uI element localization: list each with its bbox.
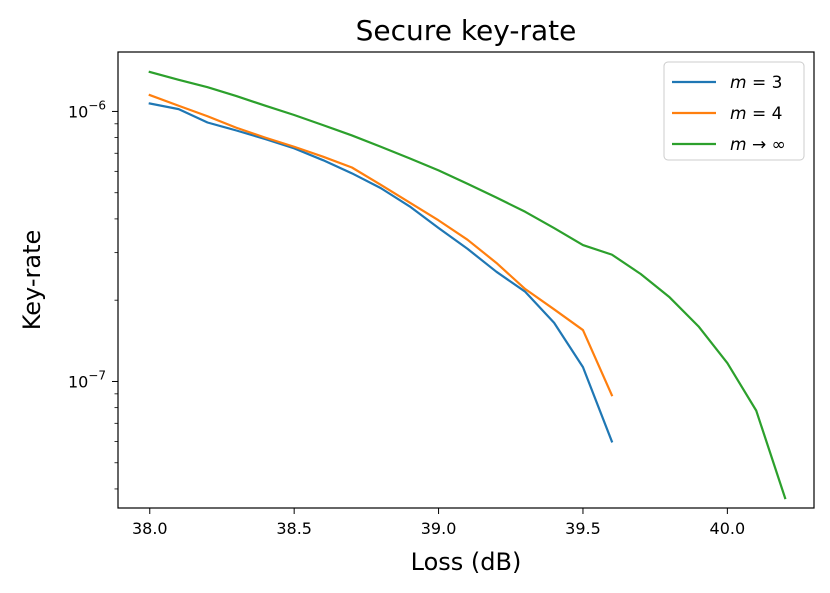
chart-title: Secure key-rate bbox=[356, 14, 577, 47]
series-layer bbox=[148, 70, 787, 500]
x-tick-label: 40.0 bbox=[710, 519, 746, 538]
x-tick-label: 39.5 bbox=[565, 519, 601, 538]
legend: m = 3 m = 4 m → ∞ bbox=[663, 61, 805, 161]
x-tick-label: 38.0 bbox=[132, 519, 168, 538]
series-line-0 bbox=[148, 102, 614, 443]
y-axis-title: Key-rate bbox=[18, 230, 46, 331]
legend-label: m → ∞ bbox=[730, 135, 786, 155]
y-tick-label: 10−6 bbox=[68, 98, 106, 121]
legend-box bbox=[663, 61, 805, 161]
legend-label: m = 3 bbox=[730, 73, 782, 93]
x-tick-label: 39.0 bbox=[421, 519, 457, 538]
x-axis-title: Loss (dB) bbox=[411, 548, 522, 576]
plot-frame bbox=[117, 51, 815, 509]
x-axis: 38.0 38.5 39.0 39.5 40.0 bbox=[132, 508, 745, 538]
y-tick-label: 10−7 bbox=[68, 368, 106, 391]
legend-label: m = 4 bbox=[730, 104, 782, 124]
series-line-2 bbox=[148, 70, 787, 500]
x-tick-label: 38.5 bbox=[276, 519, 312, 538]
y-axis: 10−6 10−7 bbox=[68, 98, 118, 490]
series-line-1 bbox=[148, 93, 614, 397]
